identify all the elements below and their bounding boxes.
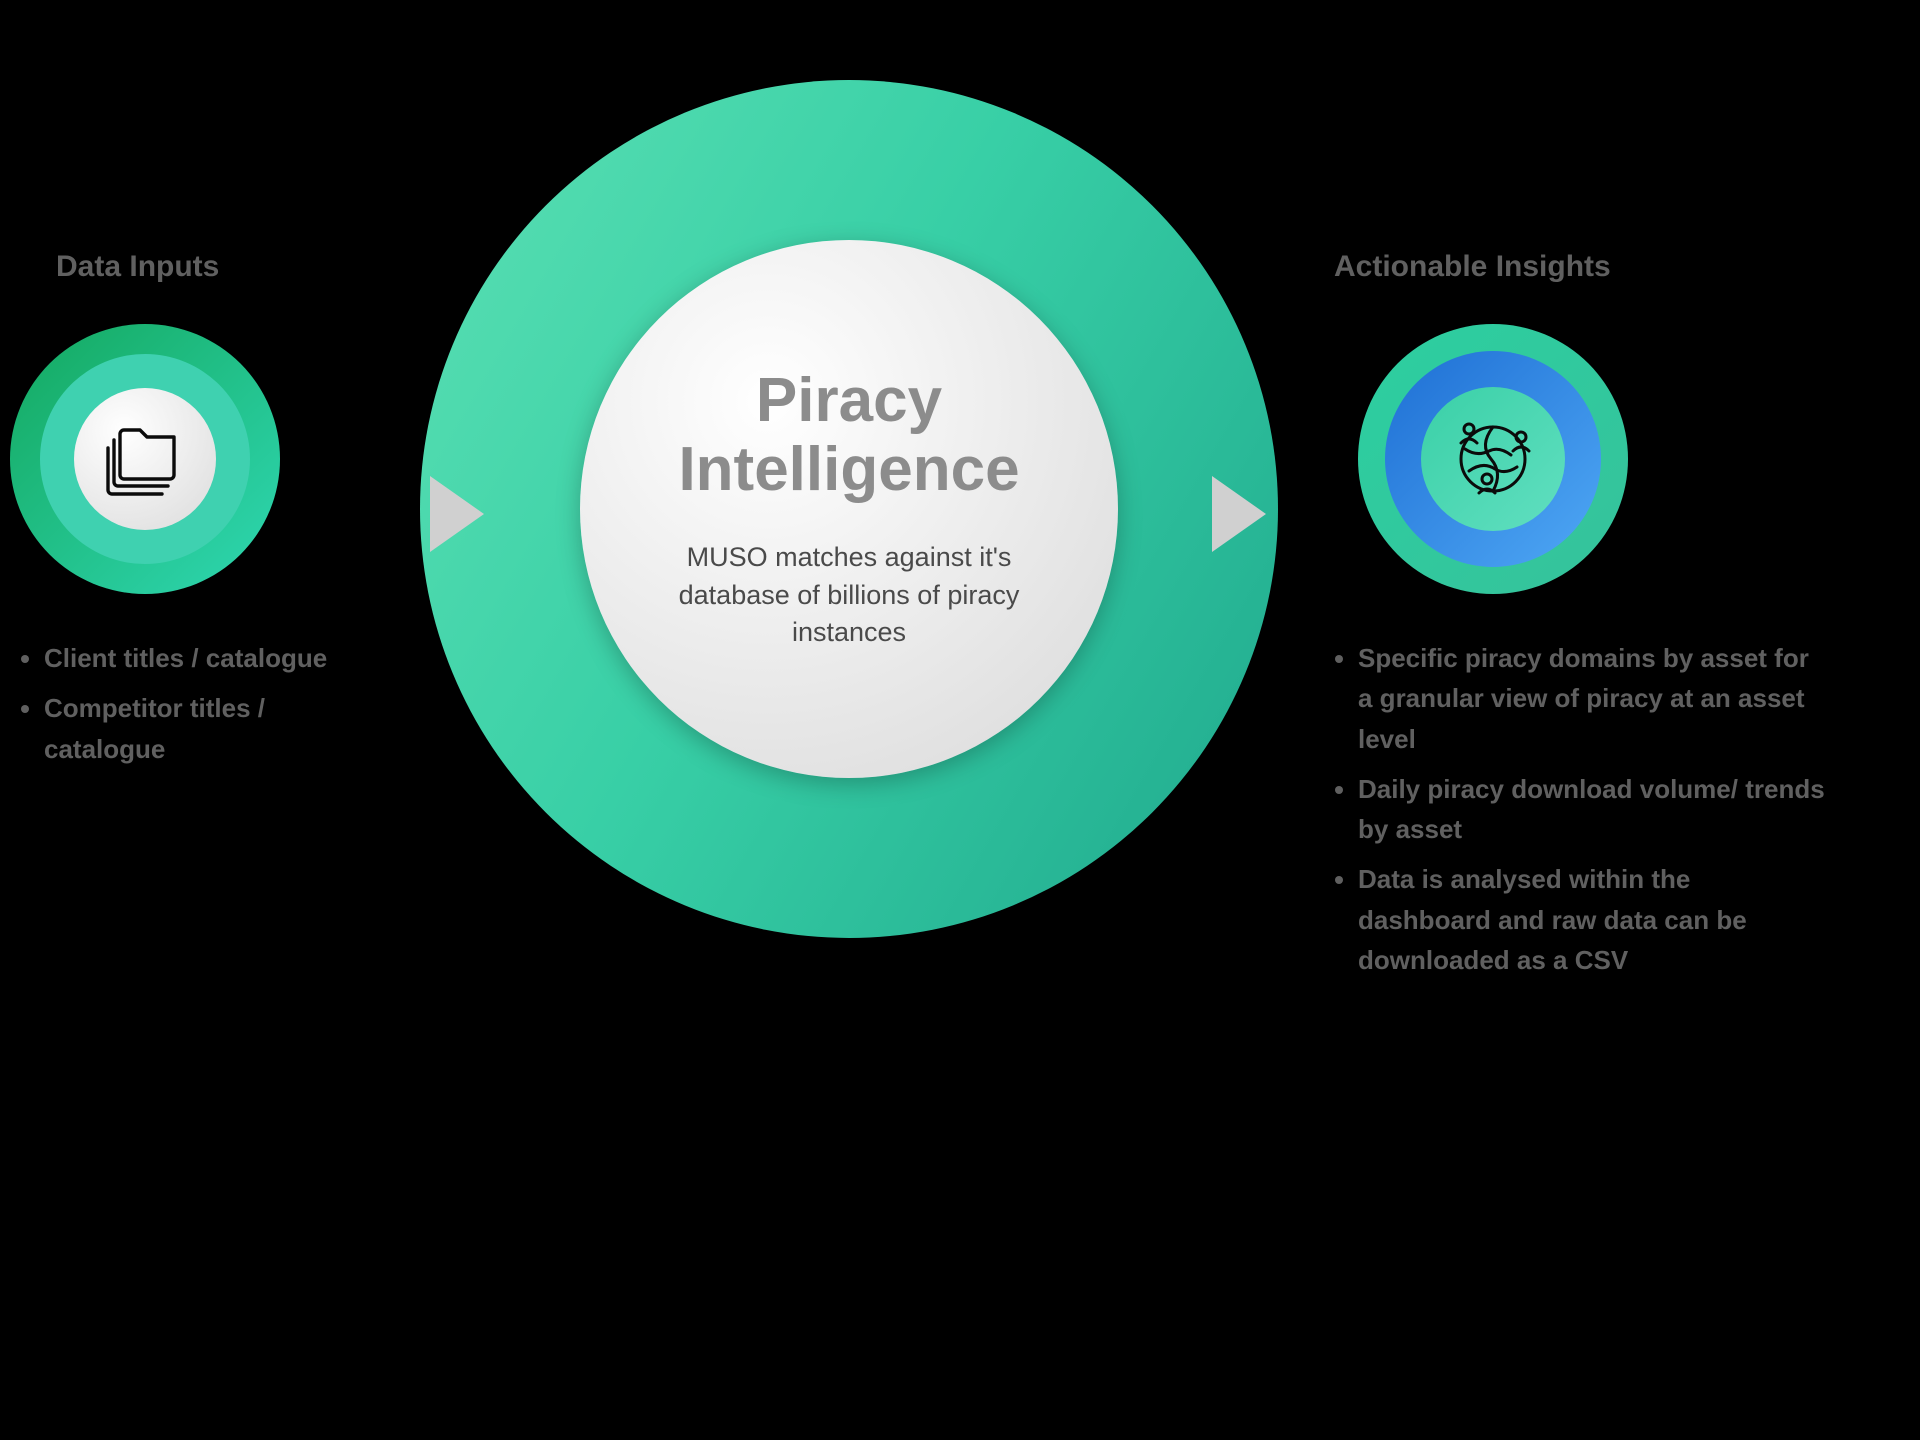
list-item: Client titles / catalogue <box>44 638 356 678</box>
center-inner: Piracy Intelligence MUSO matches against… <box>580 240 1118 778</box>
list-item: Competitor titles / catalogue <box>44 688 356 769</box>
data-inputs-ring-mid <box>40 354 250 564</box>
data-inputs-heading: Data Inputs <box>56 250 356 284</box>
actionable-insights-ring <box>1358 324 1628 594</box>
list-item: Specific piracy domains by asset for a g… <box>1358 638 1830 759</box>
list-item: Data is analysed within the dashboard an… <box>1358 859 1830 980</box>
globe-people-icon <box>1447 413 1539 505</box>
arrow-right-icon <box>1212 476 1266 552</box>
data-inputs-ring-inner <box>74 388 216 530</box>
arrow-right-icon <box>430 476 484 552</box>
data-inputs-ring <box>10 324 280 594</box>
folders-icon <box>100 420 190 498</box>
actionable-insights-column: Actionable Insights <box>1330 250 1870 990</box>
actionable-insights-heading: Actionable Insights <box>1334 250 1870 284</box>
center-subtitle: MUSO matches against it's database of bi… <box>649 539 1049 652</box>
list-item: Daily piracy download volume/ trends by … <box>1358 769 1830 850</box>
center-circle: Piracy Intelligence MUSO matches against… <box>420 80 1278 938</box>
data-inputs-bullets: Client titles / catalogue Competitor tit… <box>16 638 356 779</box>
actionable-insights-ring-inner <box>1421 387 1565 531</box>
center-title: Piracy Intelligence <box>620 366 1078 505</box>
actionable-insights-ring-mid <box>1385 351 1601 567</box>
data-inputs-column: Data Inputs Client titles / catalogue Co… <box>16 250 356 779</box>
actionable-insights-bullets: Specific piracy domains by asset for a g… <box>1330 638 1830 990</box>
